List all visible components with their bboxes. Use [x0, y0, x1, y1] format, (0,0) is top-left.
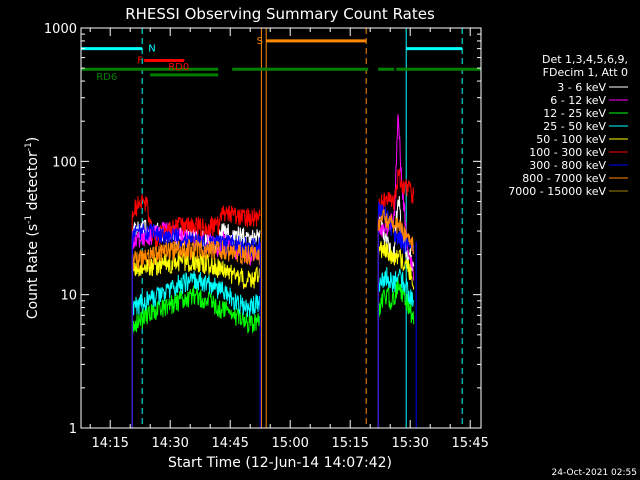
state-label: F — [137, 56, 143, 67]
series-trace-5 — [131, 251, 260, 428]
state-label: RD6 — [96, 72, 117, 83]
legend: Det 1,3,4,5,6,9,FDecim 1, Att 0 3 - 6 keV… — [508, 53, 628, 198]
series-trace-8 — [377, 208, 415, 428]
series-trace-4 — [131, 271, 261, 428]
series-trace-2 — [377, 114, 415, 428]
state-label: RD0 — [168, 62, 189, 73]
legend-label: 50 - 100 keV — [536, 133, 606, 146]
plot-area: NF RD0 RD6 S — [81, 28, 481, 428]
x-tick-label: 14:30 — [151, 436, 188, 451]
footer-date: 24-Oct-2021 02:55 — [552, 468, 637, 478]
legend-label: 100 - 300 keV — [529, 146, 606, 159]
x-tick-label: 15:45 — [451, 436, 488, 451]
legend-label: 7000 - 15000 keV — [508, 185, 606, 198]
y-axis-label: Count Rate (s-1 detector-1) — [24, 137, 41, 319]
state-label: N — [148, 44, 155, 55]
y-axis-label-end: ) — [25, 137, 41, 142]
y-tick-label: 10 — [60, 289, 77, 304]
legend-label: 300 - 800 keV — [529, 159, 606, 172]
legend-header: FDecim 1, Att 0 — [543, 66, 628, 79]
x-axis: 14:15 14:30 14:45 15:00 15:15 15:30 15:45 — [89, 28, 489, 451]
plot-frame — [80, 27, 482, 429]
legend-label: 800 - 7000 keV — [522, 172, 606, 185]
series-trace-6 — [377, 168, 415, 428]
x-tick-label: 15:00 — [271, 436, 308, 451]
x-tick-label: 15:15 — [331, 436, 368, 451]
y-axis-label-mid: detector — [25, 151, 41, 215]
series-trace-8 — [131, 238, 260, 428]
series-trace-7 — [131, 223, 261, 428]
legend-label: 25 - 50 keV — [543, 120, 606, 133]
y-axis-label-sup2: -1 — [24, 142, 34, 151]
y-axis-label-sup1: -1 — [24, 215, 34, 224]
legend-label: 12 - 25 keV — [543, 107, 606, 120]
y-axis-label-main: Count Rate (s — [25, 224, 41, 319]
legend-header: Det 1,3,4,5,6,9, — [542, 53, 628, 66]
y-axis: 1 10 100 1000 — [44, 22, 481, 437]
series-trace-5 — [377, 241, 415, 428]
x-tick-label: 14:45 — [211, 436, 248, 451]
y-tick-label: 100 — [52, 155, 77, 170]
chart-title: RHESSI Observing Summary Count Rates — [125, 5, 435, 23]
series-trace-4 — [377, 266, 415, 428]
series-trace-3 — [131, 285, 261, 428]
x-tick-label: 14:15 — [91, 436, 128, 451]
legend-label: 6 - 12 keV — [550, 94, 606, 107]
series-trace-1 — [377, 195, 415, 428]
state-label: S — [257, 36, 263, 47]
x-axis-label: Start Time (12-Jun-14 14:07:42) — [168, 455, 392, 471]
y-tick-label: 1000 — [44, 22, 77, 37]
y-tick-label: 1 — [69, 422, 77, 437]
series-trace-3 — [377, 277, 415, 428]
x-tick-label: 15:30 — [391, 436, 428, 451]
legend-label: 3 - 6 keV — [557, 81, 606, 94]
